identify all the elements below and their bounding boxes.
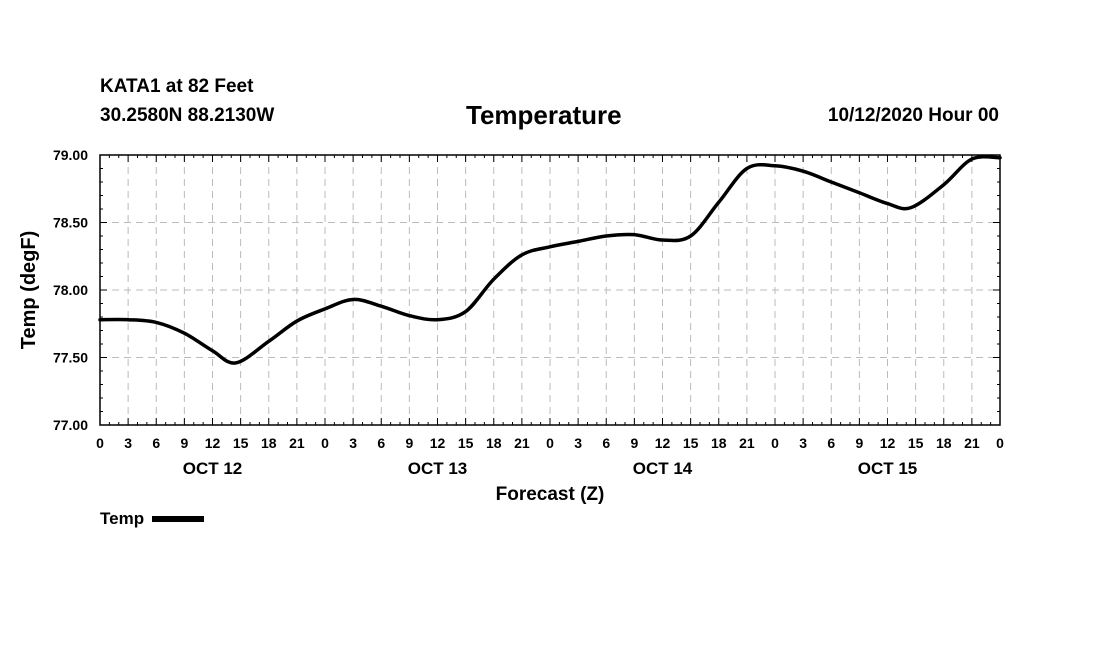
plot-frame xyxy=(99,154,1001,426)
x-tick-label: 6 xyxy=(152,435,160,451)
x-tick-label: 3 xyxy=(799,435,807,451)
x-tick-label: 9 xyxy=(405,435,413,451)
temp-series-line xyxy=(98,154,1002,365)
y-tick-label: 77.50 xyxy=(53,350,88,366)
x-tick-label: 18 xyxy=(936,435,952,451)
station-coordinates: 30.2580N 88.2130W xyxy=(100,105,275,126)
x-tick-label: 0 xyxy=(771,435,779,451)
x-tick-label: 21 xyxy=(514,435,530,451)
x-tick-label: 12 xyxy=(430,435,446,451)
x-tick-label: 6 xyxy=(827,435,835,451)
x-tick-label: 0 xyxy=(546,435,554,451)
x-tick-label: 15 xyxy=(908,435,924,451)
y-tick-label: 77.00 xyxy=(53,417,88,433)
x-tick-label: 15 xyxy=(683,435,699,451)
x-tick-label: 12 xyxy=(655,435,671,451)
x-day-label: OCT 15 xyxy=(858,459,918,478)
x-tick-label: 21 xyxy=(964,435,980,451)
x-day-label: OCT 13 xyxy=(408,459,468,478)
x-tick-label: 6 xyxy=(377,435,385,451)
x-axis-label: Forecast (Z) xyxy=(496,484,605,505)
legend-line-swatch xyxy=(152,516,205,522)
forecast-run-time: 10/12/2020 Hour 00 xyxy=(827,105,999,126)
x-tick-label: 9 xyxy=(630,435,638,451)
x-tick-label: 9 xyxy=(180,435,188,451)
x-tick-label: 21 xyxy=(289,435,305,451)
y-axis-label: Temp (degF) xyxy=(18,231,40,350)
x-day-label: OCT 12 xyxy=(183,459,243,478)
y-tick-label: 79.00 xyxy=(53,147,88,163)
x-tick-label: 9 xyxy=(855,435,863,451)
x-tick-label: 18 xyxy=(486,435,502,451)
y-tick-label: 78.00 xyxy=(53,282,88,298)
x-tick-label: 3 xyxy=(574,435,582,451)
x-tick-label: 15 xyxy=(233,435,249,451)
x-tick-label: 3 xyxy=(349,435,357,451)
x-tick-label: 15 xyxy=(458,435,474,451)
y-tick-label: 78.50 xyxy=(53,215,88,231)
station-name: KATA1 at 82 Feet xyxy=(100,76,254,97)
x-tick-label: 12 xyxy=(205,435,221,451)
x-tick-label: 6 xyxy=(602,435,610,451)
x-tick-label: 21 xyxy=(739,435,755,451)
chart-title: Temperature xyxy=(466,100,622,130)
x-tick-label: 0 xyxy=(321,435,329,451)
x-tick-label: 3 xyxy=(124,435,132,451)
x-tick-label: 12 xyxy=(880,435,896,451)
x-tick-label: 0 xyxy=(996,435,1004,451)
legend: Temp xyxy=(100,509,205,529)
x-day-label: OCT 14 xyxy=(633,459,693,478)
legend-label: Temp xyxy=(100,509,145,528)
x-tick-label: 18 xyxy=(261,435,277,451)
x-tick-label: 0 xyxy=(96,435,104,451)
x-tick-label: 18 xyxy=(711,435,727,451)
